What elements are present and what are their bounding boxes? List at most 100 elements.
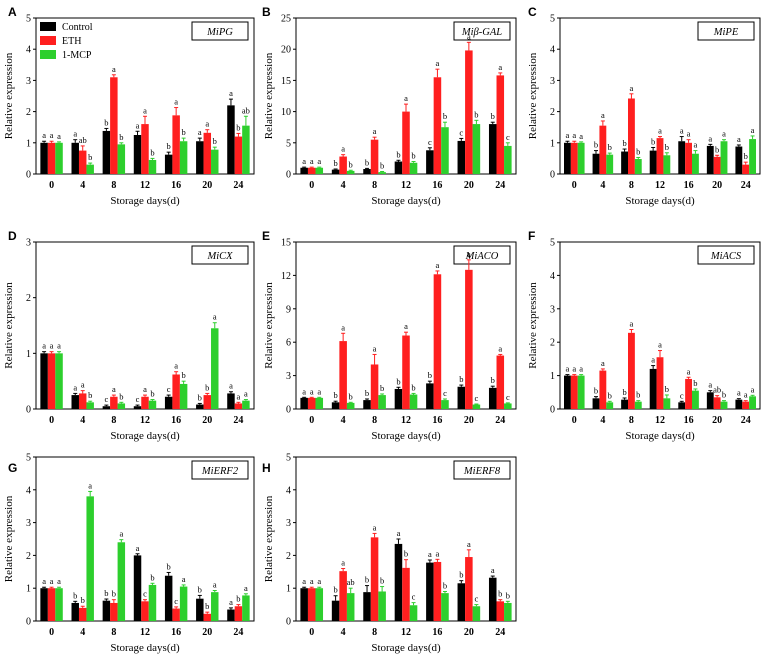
significance-letter: a <box>373 126 377 136</box>
bar-c-eth-8 <box>628 98 635 174</box>
significance-letter: b <box>349 159 353 169</box>
significance-letter: a <box>112 384 116 394</box>
bar-g-eth-20 <box>203 613 212 621</box>
bar-b-1mcp-12 <box>409 162 418 174</box>
bar-h-control-8 <box>363 592 371 621</box>
bar-d-1mcp-20 <box>211 328 219 409</box>
y-tick-label: 3 <box>26 76 31 87</box>
bar-b-control-16 <box>426 150 434 174</box>
y-tick-label: 2 <box>286 551 291 562</box>
significance-letter: a <box>436 58 440 68</box>
x-tick-label: 20 <box>202 180 212 191</box>
significance-letter: a <box>198 127 202 137</box>
x-tick-label: 0 <box>572 180 577 191</box>
bar-g-1mcp-0 <box>55 588 63 621</box>
bar-d-eth-12 <box>141 396 149 409</box>
bar-h-eth-4 <box>339 571 347 621</box>
bar-g-eth-16 <box>172 608 180 621</box>
significance-letter: a <box>579 131 583 141</box>
bar-h-1mcp-0 <box>315 588 324 621</box>
bar-h-control-16 <box>426 562 434 621</box>
bar-d-1mcp-4 <box>86 402 94 409</box>
y-tick-label: 0 <box>286 617 291 628</box>
bar-h-eth-24 <box>496 601 505 621</box>
panel-letter: G <box>8 461 17 475</box>
bar-d-eth-20 <box>203 395 212 409</box>
bar-b-eth-4 <box>339 156 347 174</box>
significance-letter: a <box>341 144 345 154</box>
x-axis-label: Storage days(d) <box>110 430 180 442</box>
x-axis-label: Storage days(d) <box>625 195 695 207</box>
x-tick-label: 16 <box>171 415 181 426</box>
bar-c-1mcp-16 <box>692 153 699 174</box>
gene-title: MiACO <box>465 251 499 262</box>
significance-letter: b <box>715 144 719 154</box>
y-tick-label: 2 <box>550 107 555 118</box>
significance-letter: a <box>467 539 471 549</box>
legend-swatch-eth <box>40 36 56 45</box>
significance-letter: b <box>236 594 240 604</box>
significance-letter: a <box>310 576 314 586</box>
y-tick-label: 0 <box>26 170 31 181</box>
significance-letter: a <box>310 156 314 166</box>
gene-title: MiCX <box>206 251 233 262</box>
significance-letter: a <box>50 130 54 140</box>
significance-letter: b <box>636 146 640 156</box>
bar-f-1mcp-4 <box>606 402 614 409</box>
x-tick-label: 4 <box>80 627 85 638</box>
y-tick-label: 4 <box>26 45 31 56</box>
bar-h-control-4 <box>331 600 340 621</box>
y-tick-label: 5 <box>26 14 31 25</box>
x-axis-label: Storage days(d) <box>110 195 180 207</box>
significance-letter: b <box>88 390 92 400</box>
y-tick-label: 0 <box>26 405 31 416</box>
bar-g-eth-8 <box>110 602 118 621</box>
x-tick-label: 24 <box>233 627 243 638</box>
bar-e-1mcp-12 <box>409 394 418 409</box>
significance-letter: c <box>475 594 479 604</box>
y-tick-label: 3 <box>550 76 555 87</box>
bar-b-1mcp-4 <box>346 170 355 174</box>
bar-b-eth-24 <box>496 75 505 174</box>
bar-g-1mcp-12 <box>148 584 157 621</box>
significance-letter: a <box>143 105 147 115</box>
bar-d-1mcp-8 <box>117 403 126 409</box>
bar-e-eth-16 <box>433 274 442 409</box>
y-axis-label: Relative expression <box>527 52 539 139</box>
bar-g-1mcp-4 <box>86 496 94 621</box>
bar-d-control-24 <box>227 393 235 409</box>
x-tick-label: 16 <box>171 180 181 191</box>
gene-title-box <box>191 21 249 41</box>
significance-letter: a <box>50 576 54 586</box>
significance-letter: a <box>737 388 741 398</box>
bar-e-control-8 <box>363 400 371 409</box>
bar-e-control-20 <box>457 386 466 409</box>
panel-letter: B <box>262 5 271 19</box>
significance-letter: b <box>333 390 337 400</box>
significance-letter: a <box>174 361 178 371</box>
significance-letter: a <box>467 31 471 41</box>
bar-b-1mcp-8 <box>378 172 386 174</box>
bar-g-control-16 <box>164 575 173 621</box>
significance-letter: a <box>213 579 217 589</box>
bar-f-control-12 <box>649 368 657 409</box>
significance-letter: c <box>475 393 479 403</box>
bar-h-eth-12 <box>402 567 410 621</box>
bar-c-eth-0 <box>570 142 578 174</box>
x-axis-label: Storage days(d) <box>371 430 441 442</box>
significance-letter: a <box>428 549 432 559</box>
bar-h-1mcp-8 <box>378 591 386 621</box>
x-tick-label: 16 <box>432 415 442 426</box>
x-tick-label: 12 <box>401 627 411 638</box>
x-tick-label: 12 <box>140 627 150 638</box>
bar-a-1mcp-16 <box>179 141 188 174</box>
significance-letter: b <box>411 151 415 161</box>
significance-letter: b <box>205 601 209 611</box>
bar-g-1mcp-16 <box>179 586 188 621</box>
y-tick-label: 3 <box>286 518 291 529</box>
significance-letter: b <box>744 151 748 161</box>
bar-a-eth-16 <box>172 115 180 174</box>
bar-c-control-8 <box>621 151 628 174</box>
significance-letter: b <box>404 549 408 559</box>
